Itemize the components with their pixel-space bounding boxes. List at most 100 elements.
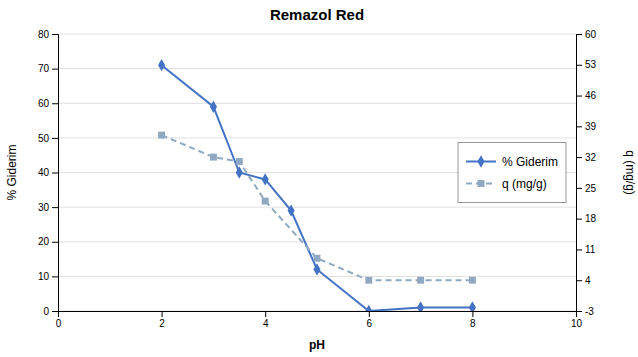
x-axis: 0 2 4 6 8 10 — [56, 311, 583, 329]
tick: 32 — [576, 152, 597, 163]
legend-marker — [477, 155, 484, 167]
tick-mark — [576, 219, 582, 220]
tick-mark — [162, 311, 163, 317]
y2-axis-title: q (mg/g) — [623, 150, 637, 195]
point — [314, 255, 321, 262]
tick-mark — [52, 34, 58, 35]
tick: 70 — [38, 63, 58, 74]
tick-label: 18 — [585, 213, 597, 224]
point — [288, 204, 295, 216]
point — [210, 154, 217, 161]
series-line — [162, 135, 473, 280]
tick-mark — [52, 276, 58, 277]
tick-mark — [52, 242, 58, 243]
point — [469, 277, 476, 284]
tick: 25 — [576, 183, 597, 194]
tick-mark — [52, 173, 58, 174]
tick-label: 11 — [585, 244, 596, 255]
tick-label: 60 — [585, 29, 597, 40]
grid — [58, 34, 576, 311]
tick-label: 46 — [585, 90, 597, 101]
tick: 4 — [263, 311, 269, 329]
grid-line — [58, 34, 576, 35]
series-line — [162, 65, 473, 311]
y-axis: 01020304050607080 — [38, 29, 59, 317]
title: Remazol Red — [270, 6, 364, 23]
point — [210, 101, 217, 113]
tick-mark — [576, 34, 582, 35]
tick-mark — [576, 157, 582, 158]
plot: 024681001020304050607080-341118253239465… — [38, 29, 597, 329]
tick: 60 — [38, 98, 58, 109]
tick-label: 2 — [159, 318, 165, 329]
tick-label: 25 — [585, 183, 597, 194]
grid-line — [58, 207, 576, 208]
point — [313, 263, 320, 275]
tick-mark — [472, 311, 473, 317]
tick-label: 4 — [585, 275, 591, 286]
axis-line — [59, 312, 577, 318]
tick-mark — [369, 311, 370, 317]
tick-label: 80 — [38, 29, 50, 40]
legend-item: q (mg/g) — [466, 177, 547, 191]
tick: 30 — [38, 202, 58, 213]
legend-label: % Giderim — [502, 155, 558, 169]
legend-box — [458, 143, 566, 203]
tick-label: 53 — [585, 59, 597, 70]
tick-label: 30 — [38, 202, 50, 213]
tick: 10 — [571, 311, 583, 329]
tick-label: 0 — [56, 318, 62, 329]
tick-mark — [576, 126, 582, 127]
tick-label: 6 — [367, 318, 373, 329]
tick-mark — [576, 249, 582, 250]
tick-mark — [576, 311, 582, 312]
grid-line — [58, 68, 576, 69]
series-layer — [158, 59, 476, 311]
point — [365, 305, 372, 311]
tick-label: 32 — [585, 152, 597, 163]
y-axis-title: % Giderim — [5, 144, 19, 200]
point — [158, 132, 165, 139]
tick-label: 60 — [38, 98, 50, 109]
tick: 6 — [367, 311, 373, 329]
tick-label: 4 — [263, 318, 269, 329]
point — [365, 277, 372, 284]
tick: 18 — [576, 213, 597, 224]
tick: 80 — [38, 29, 58, 40]
tick-mark — [576, 280, 582, 281]
legend: % Giderim q (mg/g) — [458, 143, 566, 203]
point — [262, 173, 269, 185]
tick-mark — [52, 207, 58, 208]
tick-mark — [576, 65, 582, 66]
grid-line — [58, 276, 576, 277]
tick: 39 — [576, 121, 597, 132]
tick-mark — [576, 96, 582, 97]
tick-mark — [52, 311, 58, 312]
tick-label: 10 — [38, 271, 50, 282]
tick-mark — [52, 138, 58, 139]
tick-mark — [52, 103, 58, 104]
tick: 46 — [576, 90, 597, 101]
tick-label: -3 — [585, 306, 594, 317]
point — [236, 158, 243, 165]
legend-marker — [478, 180, 485, 187]
tick: 8 — [470, 311, 476, 329]
axis-line — [52, 35, 59, 312]
chart: 024681001020304050607080-341118253239465… — [0, 0, 638, 357]
point — [262, 198, 269, 205]
tick: 20 — [38, 236, 58, 247]
tick: 11 — [576, 244, 596, 255]
tick: 0 — [56, 311, 62, 329]
tick: 4 — [576, 275, 591, 286]
tick: 60 — [576, 29, 597, 40]
grid-line — [58, 103, 576, 104]
tick-mark — [52, 69, 58, 70]
tick: -3 — [576, 306, 594, 317]
tick-label: 40 — [38, 167, 50, 178]
tick-mark — [576, 188, 582, 189]
tick-label: 10 — [571, 318, 583, 329]
tick: 40 — [38, 167, 58, 178]
x-axis-title: pH — [309, 338, 325, 352]
tick: 10 — [38, 271, 58, 282]
grid-line — [58, 241, 576, 242]
